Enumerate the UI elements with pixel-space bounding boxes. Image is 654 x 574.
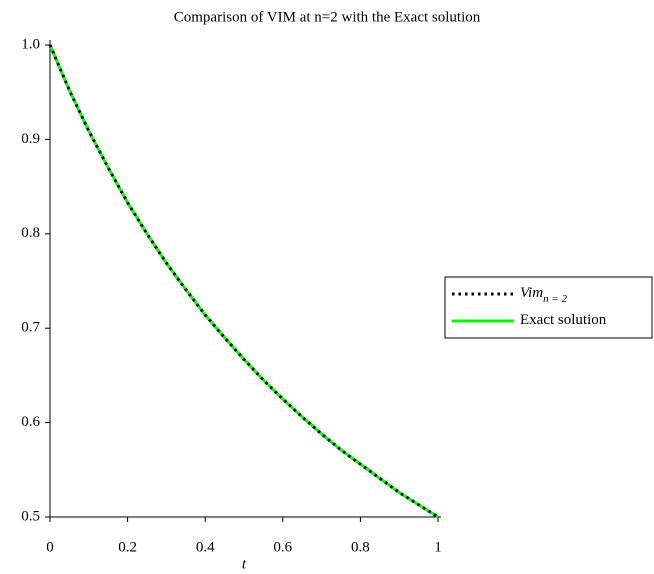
- x-tick-label: 0.4: [196, 539, 215, 555]
- x-tick-label: 0.2: [118, 539, 137, 555]
- legend-label: Vimn = 2: [520, 285, 567, 304]
- y-tick-label: 1.0: [21, 36, 40, 52]
- x-tick-label: 0.8: [351, 539, 370, 555]
- y-tick-label: 0.6: [21, 414, 40, 430]
- y-tick-label: 0.8: [21, 225, 40, 241]
- y-tick-label: 0.5: [21, 508, 40, 524]
- y-tick-label: 0.9: [21, 131, 40, 147]
- chart-title: Comparison of VIM at n=2 with the Exact …: [174, 9, 481, 25]
- x-tick-label: 0: [46, 539, 54, 555]
- legend-name: Exact solution: [520, 312, 607, 328]
- x-axis-label: t: [242, 556, 247, 572]
- series-line: [48, 44, 439, 519]
- legend-box: [444, 276, 653, 339]
- legend-name: Vim: [520, 285, 543, 301]
- x-tick-label: 0.6: [273, 539, 292, 555]
- legend-subscript: n = 2: [543, 293, 567, 305]
- series-line: [48, 44, 439, 519]
- y-tick-label: 0.7: [21, 320, 40, 336]
- legend-label: Exact solution: [520, 312, 607, 328]
- x-tick-label: 1: [434, 539, 442, 555]
